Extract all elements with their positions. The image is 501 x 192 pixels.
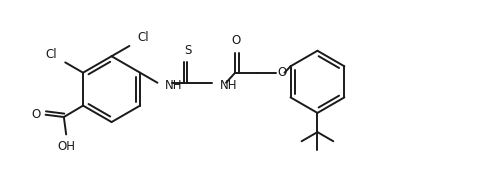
Text: NH: NH xyxy=(165,79,182,92)
Text: Cl: Cl xyxy=(45,48,57,60)
Text: O: O xyxy=(32,108,41,121)
Text: S: S xyxy=(184,44,191,57)
Text: NH: NH xyxy=(219,79,237,92)
Text: Cl: Cl xyxy=(137,31,149,44)
Text: OH: OH xyxy=(57,140,75,153)
Text: O: O xyxy=(231,34,240,47)
Text: O: O xyxy=(277,66,286,79)
